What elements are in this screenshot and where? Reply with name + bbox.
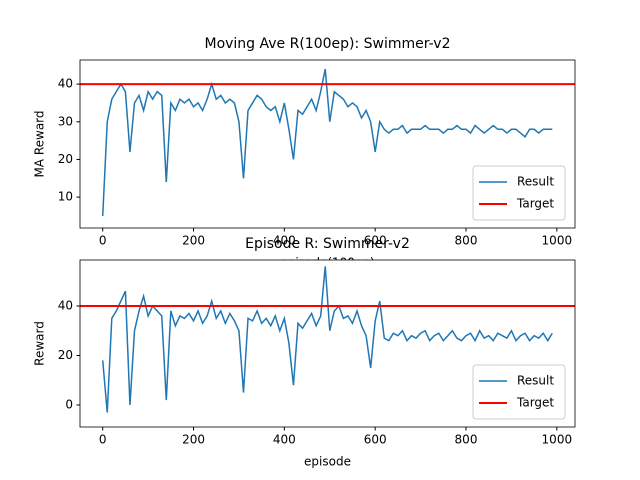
y-tick-label: 20 (58, 348, 73, 362)
y-tick-label: 20 (58, 152, 73, 166)
legend-label: Target (516, 197, 554, 211)
chart-title: Episode R: Swimmer-v2 (245, 236, 410, 252)
y-tick-label: 10 (58, 190, 73, 204)
x-tick-label: 400 (273, 433, 296, 447)
legend-box (472, 364, 566, 420)
data-line (101, 68, 553, 216)
x-tick-label: 1000 (542, 234, 573, 248)
data-line (101, 266, 553, 413)
legend-label: Target (516, 396, 554, 410)
legend-box (472, 165, 566, 221)
x-tick-label: 600 (364, 433, 387, 447)
x-tick-label: 800 (455, 234, 478, 248)
x-tick-label: 400 (273, 234, 296, 248)
y-tick-label: 30 (58, 114, 73, 128)
x-tick-label: 800 (455, 433, 478, 447)
legend-label: Result (517, 175, 554, 189)
y-tick-label: 40 (58, 77, 73, 91)
x-tick-label: 600 (364, 234, 387, 248)
y-axis-label: MA Reward (33, 110, 47, 177)
axes: 0 200 400 600 800 1000 10 20 30 40 (58, 59, 576, 248)
axes-frame (79, 59, 576, 229)
x-tick-label: 200 (182, 433, 205, 447)
chart-title: Moving Ave R(100ep): Swimmer-v2 (204, 36, 450, 52)
y-axis-label: Reward (33, 321, 47, 366)
x-tick-label: 200 (182, 234, 205, 248)
axes-frame (79, 259, 576, 428)
legend-label: Result (517, 374, 554, 388)
x-tick-label: 1000 (542, 433, 573, 447)
x-axis-label: episode (304, 455, 351, 469)
x-tick-label: 0 (99, 234, 107, 248)
x-tick-label: 0 (99, 433, 107, 447)
y-tick-label: 0 (65, 397, 73, 411)
y-tick-label: 40 (58, 299, 73, 313)
